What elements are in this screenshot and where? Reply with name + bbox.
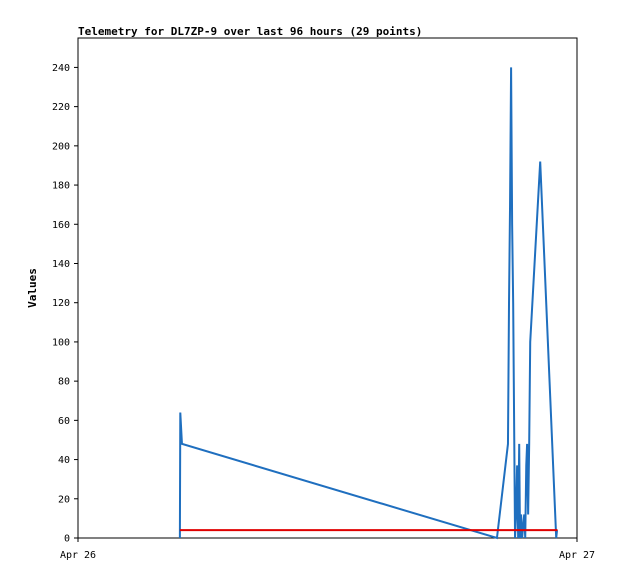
y-tick-label: 120	[52, 298, 70, 309]
y-tick-label: 40	[58, 455, 70, 466]
y-tick-label: 220	[52, 102, 70, 113]
y-tick-label: 20	[58, 494, 70, 505]
chart-title: Telemetry for DL7ZP-9 over last 96 hours…	[78, 25, 422, 38]
y-tick-label: 60	[58, 416, 70, 427]
y-tick-label: 140	[52, 259, 70, 270]
plot-frame	[77, 37, 578, 539]
y-tick-label: 0	[64, 534, 70, 545]
y-tick-label: 160	[52, 220, 70, 231]
x-tick-label: Apr 27	[559, 550, 595, 561]
y-tick-label: 100	[52, 337, 70, 348]
y-tick-label: 80	[58, 377, 70, 388]
x-tick-label: Apr 26	[60, 550, 96, 561]
y-tick-label: 200	[52, 141, 70, 152]
series-line	[178, 67, 559, 540]
y-tick-label: 180	[52, 181, 70, 192]
y-tick-label: 240	[52, 63, 70, 74]
y-axis-label: Values	[26, 268, 39, 308]
